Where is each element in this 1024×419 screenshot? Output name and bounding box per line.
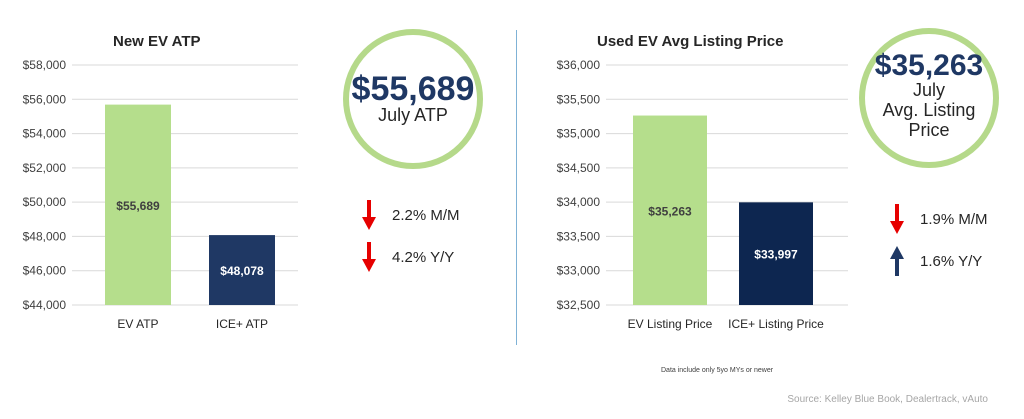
y-tick-label: $34,000 [557, 195, 601, 209]
right-kpi-label-line: July [912, 80, 945, 101]
panel-divider [516, 30, 517, 345]
y-tick-label: $33,500 [557, 229, 601, 243]
x-tick-label: ICE+ ATP [216, 317, 268, 331]
right-change-mm: 1.9% M/M [890, 204, 988, 234]
y-tick-label: $56,000 [23, 92, 67, 106]
x-tick-label: EV Listing Price [628, 317, 713, 331]
right-changes: 1.9% M/M 1.6% Y/Y [890, 204, 988, 276]
bar [633, 115, 707, 305]
y-tick-label: $35,000 [557, 127, 601, 141]
right-kpi-label-line: Price [908, 119, 950, 140]
down-arrow-icon [362, 200, 376, 230]
left-changes: 2.2% M/M 4.2% Y/Y [362, 200, 460, 272]
right-change-mm-text: 1.9% M/M [920, 210, 988, 228]
y-tick-label: $32,500 [557, 298, 601, 312]
data-label: $55,689 [116, 199, 160, 213]
left-kpi-label-line: July ATP [378, 105, 448, 126]
data-note: Data include only 5yo MYs or newer [661, 367, 774, 374]
x-tick-label: EV ATP [117, 317, 158, 331]
right-change-yy-text: 1.6% Y/Y [920, 252, 983, 270]
right-kpi-label-line: Avg. Listing [882, 100, 976, 121]
right-kpi-value: $35,263 [874, 49, 984, 83]
y-tick-label: $46,000 [23, 264, 67, 278]
bar [739, 202, 813, 305]
y-tick-label: $35,500 [557, 92, 601, 106]
left-change-yy: 4.2% Y/Y [362, 242, 460, 272]
y-tick-label: $34,500 [557, 161, 601, 175]
left-bar-chart: $44,000 $46,000 $48,000 $50,000 $52,000 $54,0… [23, 58, 298, 331]
y-tick-label: $36,000 [557, 58, 601, 72]
y-tick-label: $50,000 [23, 195, 67, 209]
data-label: $33,997 [754, 248, 798, 262]
bar [209, 235, 275, 305]
down-arrow-icon [362, 242, 376, 272]
right-change-yy: 1.6% Y/Y [890, 246, 988, 276]
y-tick-label: $58,000 [23, 58, 67, 72]
bar [105, 104, 171, 305]
x-tick-label: ICE+ Listing Price [728, 317, 824, 331]
right-chart-title: Used EV Avg Listing Price [597, 33, 784, 50]
y-tick-label: $33,000 [557, 264, 601, 278]
left-change-mm-text: 2.2% M/M [392, 206, 460, 224]
source-text: Source: Kelley Blue Book, Dealertrack, v… [787, 394, 988, 405]
y-tick-label: $54,000 [23, 127, 67, 141]
data-label: $48,078 [220, 264, 264, 278]
data-label: $35,263 [648, 204, 692, 218]
left-kpi-value: $55,689 [351, 70, 475, 109]
y-tick-label: $52,000 [23, 161, 67, 175]
up-arrow-icon [890, 246, 904, 276]
down-arrow-icon [890, 204, 904, 234]
left-change-mm: 2.2% M/M [362, 200, 460, 230]
left-kpi-circle: $55,689 July ATP [343, 29, 483, 169]
right-kpi-circle: $35,263 July Avg. Listing Price [859, 28, 999, 168]
y-tick-label: $48,000 [23, 229, 67, 243]
right-bar-chart: $32,500 $33,000 $33,500 $34,000 $34,500 $35,0… [557, 58, 848, 331]
y-tick-label: $44,000 [23, 298, 67, 312]
left-change-yy-text: 4.2% Y/Y [392, 248, 455, 266]
left-chart-title: New EV ATP [113, 33, 201, 50]
